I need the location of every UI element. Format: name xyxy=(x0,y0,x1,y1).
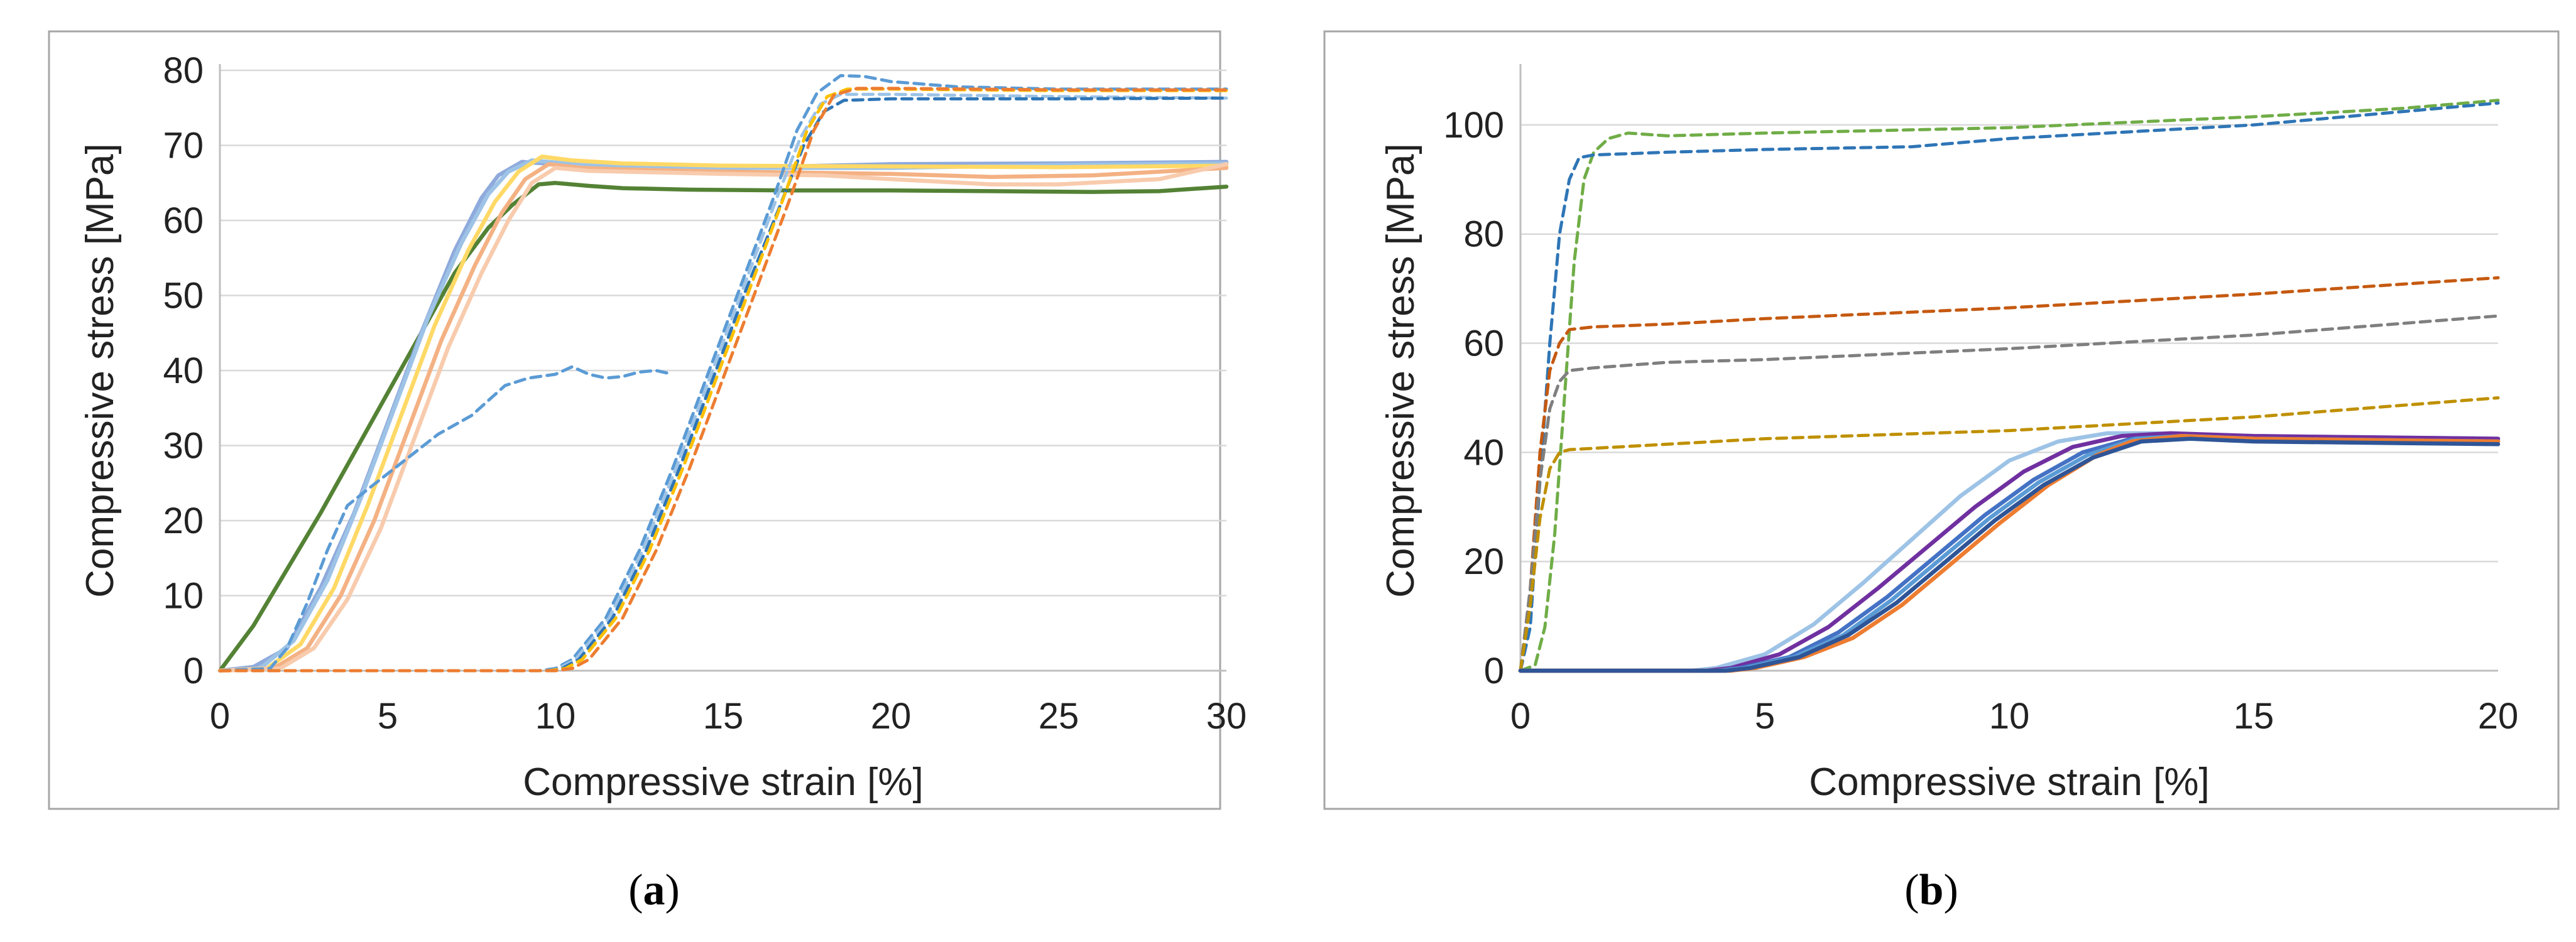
panel-a-chart: 0 10 20 30 40 50 60 70 80 0 5 10 15 20 25 30 Compressive… xyxy=(48,30,1247,914)
x-tick-label: 15 xyxy=(703,696,744,737)
y-tick-label: 20 xyxy=(1463,541,1504,582)
y-axis-label: Compressive stress [MPa] xyxy=(79,143,122,598)
series-line-1 xyxy=(217,181,1229,673)
x-tick-label: 20 xyxy=(871,696,912,737)
y-tick-label: 40 xyxy=(163,350,204,391)
x-tick-label: 10 xyxy=(1989,696,2030,737)
y-tick-label: 50 xyxy=(163,276,204,317)
panel-caption: (b) xyxy=(1904,866,1958,914)
chart-frame xyxy=(1323,30,2560,810)
y-tick-label: 40 xyxy=(1463,432,1504,473)
y-tick-label: 0 xyxy=(1484,651,1504,691)
series-line-3 xyxy=(1519,276,2500,673)
panel-caption-label: b xyxy=(1919,866,1944,914)
series-line-11 xyxy=(218,87,1228,673)
x-axis-label: Compressive strain [%] xyxy=(1809,761,2209,804)
y-tick-label: 80 xyxy=(1463,214,1504,255)
x-tick-label: 0 xyxy=(210,696,230,737)
chart-frame xyxy=(48,30,1221,810)
x-tick-label: 15 xyxy=(2234,696,2274,737)
series-line-7 xyxy=(1518,431,2501,673)
series-line-8 xyxy=(218,73,1228,673)
y-tick-label: 30 xyxy=(163,426,204,467)
panel-caption-label: a xyxy=(643,866,665,914)
series-line-1 xyxy=(1519,99,2500,673)
series-line-6 xyxy=(217,162,1229,673)
series-line-5 xyxy=(217,162,1229,673)
series-line-4 xyxy=(1519,314,2500,673)
y-tick-label: 80 xyxy=(163,50,204,91)
panel-caption: (a) xyxy=(628,866,680,914)
x-tick-label: 20 xyxy=(2478,696,2519,737)
x-axis-label: Compressive strain [%] xyxy=(523,761,923,804)
y-tick-label: 0 xyxy=(183,651,204,691)
y-tick-label: 60 xyxy=(163,200,204,241)
x-tick-label: 25 xyxy=(1039,696,1079,737)
y-tick-label: 60 xyxy=(1463,323,1504,364)
series-line-4 xyxy=(217,154,1229,673)
x-tick-label: 0 xyxy=(1510,696,1531,737)
series-line-5 xyxy=(1519,396,2500,673)
y-tick-label: 100 xyxy=(1443,105,1504,146)
series-line-10 xyxy=(218,96,1228,673)
y-tick-label: 20 xyxy=(163,501,204,541)
series-line-9 xyxy=(218,92,1228,673)
x-tick-label: 10 xyxy=(535,696,576,737)
y-tick-label: 70 xyxy=(163,126,204,166)
y-tick-label: 10 xyxy=(163,576,204,617)
y-axis-label: Compressive stress [MPa] xyxy=(1379,143,1422,598)
series-line-12 xyxy=(218,87,1228,673)
x-tick-label: 5 xyxy=(1755,696,1775,737)
panel-b-chart: 0 20 40 60 80 100 0 5 10 15 20 Compressive strain [… xyxy=(1323,30,2560,914)
series-line-11 xyxy=(1518,436,2501,673)
series-line-7 xyxy=(218,365,675,673)
x-tick-label: 5 xyxy=(378,696,398,737)
x-tick-label: 30 xyxy=(1206,696,1247,737)
